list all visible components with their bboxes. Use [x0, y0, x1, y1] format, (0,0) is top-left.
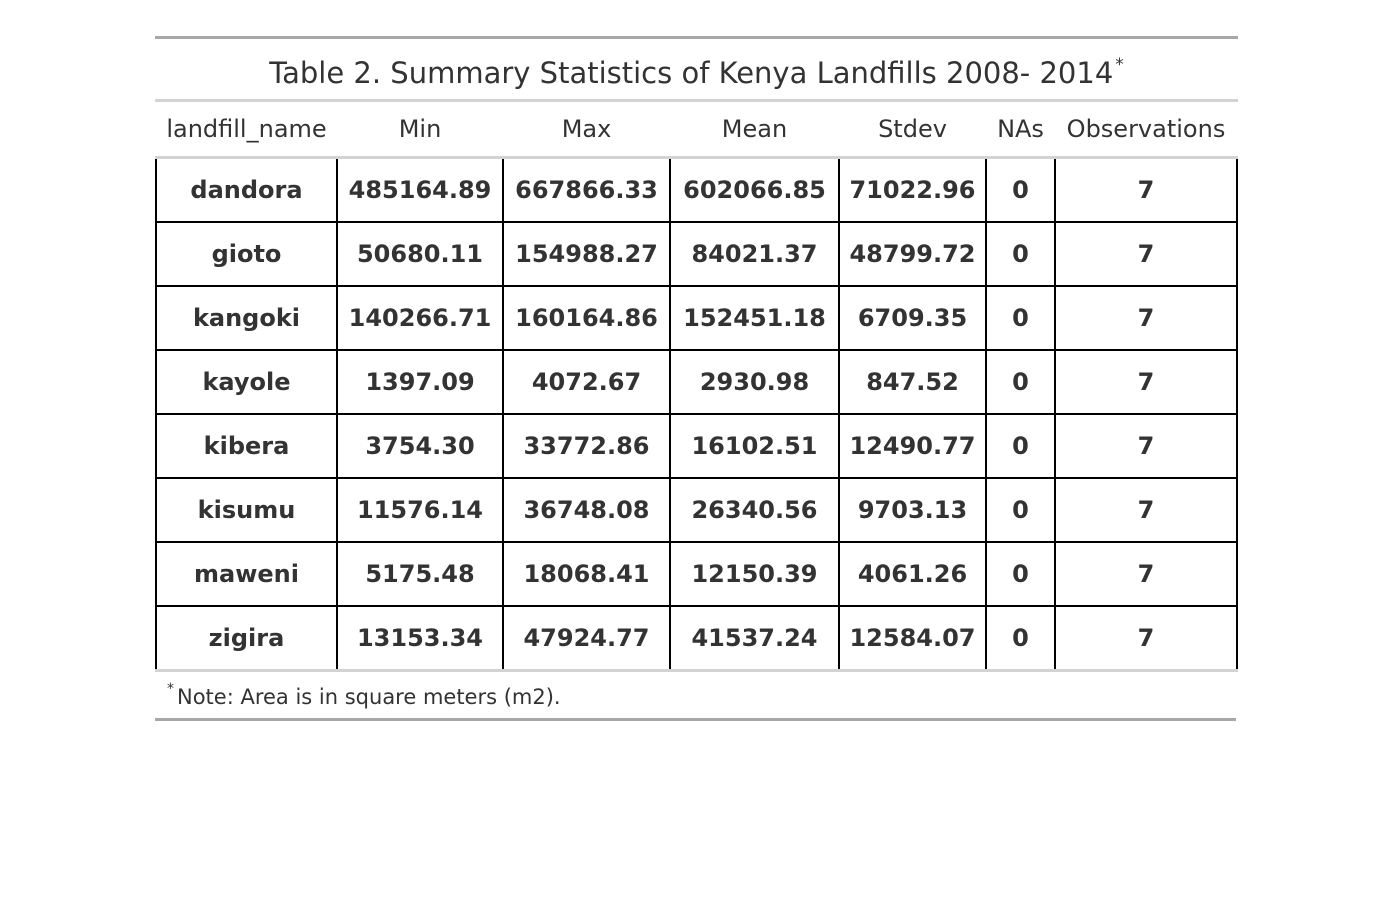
cell-min: 13153.34: [336, 605, 504, 672]
cell-landfill-name: gioto: [155, 221, 338, 287]
column-header-observations: Observations: [1055, 102, 1237, 159]
cell-min: 50680.11: [336, 221, 504, 287]
cell-min: 485164.89: [336, 156, 504, 223]
cell-mean: 2930.98: [669, 349, 840, 415]
cell-nas: 0: [985, 156, 1056, 223]
cell-min: 140266.71: [336, 285, 504, 351]
cell-landfill-name: kangoki: [155, 285, 338, 351]
cell-max: 18068.41: [502, 541, 671, 607]
table-row: kisumu 11576.14 36748.08 26340.56 9703.1…: [155, 477, 1238, 543]
cell-landfill-name: zigira: [155, 605, 338, 672]
cell-min: 1397.09: [336, 349, 504, 415]
cell-max: 47924.77: [502, 605, 671, 672]
cell-landfill-name: kayole: [155, 349, 338, 415]
cell-mean: 16102.51: [669, 413, 840, 479]
cell-max: 154988.27: [502, 221, 671, 287]
footnote-text: Note: Area is in square meters (m2).: [177, 685, 561, 709]
cell-max: 36748.08: [502, 477, 671, 543]
cell-stdev: 6709.35: [838, 285, 987, 351]
table-header: landfill_name Min Max Mean Stdev NAs Obs…: [156, 102, 1237, 159]
cell-landfill-name: maweni: [155, 541, 338, 607]
cell-stdev: 9703.13: [838, 477, 987, 543]
table-row: zigira 13153.34 47924.77 41537.24 12584.…: [155, 605, 1238, 672]
cell-observations: 7: [1054, 156, 1238, 223]
cell-min: 11576.14: [336, 477, 504, 543]
cell-observations: 7: [1054, 541, 1238, 607]
cell-observations: 7: [1054, 285, 1238, 351]
table-row: kibera 3754.30 33772.86 16102.51 12490.7…: [155, 413, 1238, 479]
cell-max: 160164.86: [502, 285, 671, 351]
column-header-max: Max: [503, 102, 670, 159]
cell-mean: 12150.39: [669, 541, 840, 607]
table-row: kangoki 140266.71 160164.86 152451.18 67…: [155, 285, 1238, 351]
cell-nas: 0: [985, 541, 1056, 607]
table-row: kayole 1397.09 4072.67 2930.98 847.52 0 …: [155, 349, 1238, 415]
cell-observations: 7: [1054, 605, 1238, 672]
cell-observations: 7: [1054, 413, 1238, 479]
cell-nas: 0: [985, 605, 1056, 672]
table-row: gioto 50680.11 154988.27 84021.37 48799.…: [155, 221, 1238, 287]
cell-stdev: 4061.26: [838, 541, 987, 607]
cell-stdev: 12490.77: [838, 413, 987, 479]
footnote-marker: *: [167, 681, 174, 697]
cell-nas: 0: [985, 285, 1056, 351]
cell-mean: 41537.24: [669, 605, 840, 672]
cell-stdev: 847.52: [838, 349, 987, 415]
table-footnote: * Note: Area is in square meters (m2).: [155, 672, 1236, 721]
cell-stdev: 71022.96: [838, 156, 987, 223]
column-header-mean: Mean: [670, 102, 839, 159]
table-row: dandora 485164.89 667866.33 602066.85 71…: [155, 156, 1238, 223]
header-row: landfill_name Min Max Mean Stdev NAs Obs…: [156, 102, 1237, 159]
cell-min: 3754.30: [336, 413, 504, 479]
table-caption-text: Table 2. Summary Statistics of Kenya Lan…: [269, 56, 1114, 90]
table-body: dandora 485164.89 667866.33 602066.85 71…: [155, 156, 1238, 672]
cell-min: 5175.48: [336, 541, 504, 607]
summary-statistics-table: Table 2. Summary Statistics of Kenya Lan…: [155, 36, 1238, 672]
cell-mean: 26340.56: [669, 477, 840, 543]
summary-table-container: Table 2. Summary Statistics of Kenya Lan…: [155, 36, 1238, 721]
cell-landfill-name: kisumu: [155, 477, 338, 543]
cell-stdev: 48799.72: [838, 221, 987, 287]
column-header-stdev: Stdev: [839, 102, 986, 159]
column-header-nas: NAs: [986, 102, 1055, 159]
cell-nas: 0: [985, 477, 1056, 543]
cell-nas: 0: [985, 349, 1056, 415]
table-caption: Table 2. Summary Statistics of Kenya Lan…: [155, 36, 1238, 102]
cell-max: 4072.67: [502, 349, 671, 415]
cell-observations: 7: [1054, 221, 1238, 287]
cell-mean: 602066.85: [669, 156, 840, 223]
cell-stdev: 12584.07: [838, 605, 987, 672]
column-header-landfill-name: landfill_name: [156, 102, 337, 159]
table-row: maweni 5175.48 18068.41 12150.39 4061.26…: [155, 541, 1238, 607]
column-header-min: Min: [337, 102, 503, 159]
cell-max: 667866.33: [502, 156, 671, 223]
cell-nas: 0: [985, 221, 1056, 287]
cell-landfill-name: dandora: [155, 156, 338, 223]
cell-nas: 0: [985, 413, 1056, 479]
cell-mean: 84021.37: [669, 221, 840, 287]
cell-max: 33772.86: [502, 413, 671, 479]
cell-landfill-name: kibera: [155, 413, 338, 479]
cell-observations: 7: [1054, 349, 1238, 415]
cell-mean: 152451.18: [669, 285, 840, 351]
cell-observations: 7: [1054, 477, 1238, 543]
caption-footnote-marker: *: [1115, 55, 1124, 76]
